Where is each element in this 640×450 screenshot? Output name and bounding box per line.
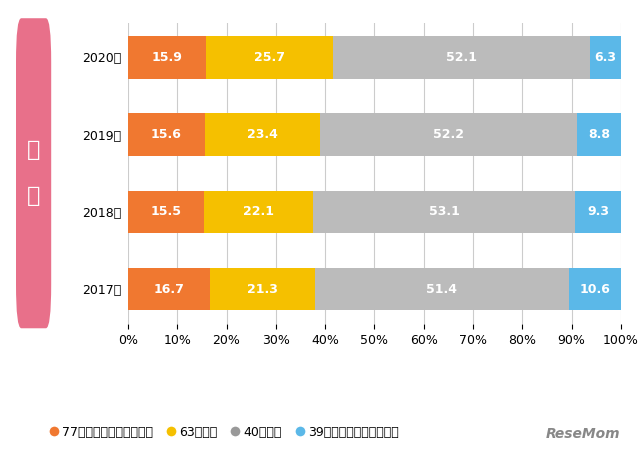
- Text: 52.2: 52.2: [433, 128, 464, 141]
- Text: 51.4: 51.4: [426, 283, 458, 296]
- Text: 6.3: 6.3: [595, 51, 616, 64]
- Bar: [314, 191, 575, 233]
- Bar: [575, 191, 621, 233]
- Text: 23.4: 23.4: [247, 128, 278, 141]
- Text: 21.3: 21.3: [247, 283, 278, 296]
- Legend: 77点以上（高ストレス）, 63点以上, 40点以上, 39点以下（低ストレス）: 77点以上（高ストレス）, 63点以上, 40点以上, 39点以下（低ストレス）: [45, 421, 404, 445]
- Text: 52.1: 52.1: [446, 51, 477, 64]
- Text: ReseMom: ReseMom: [546, 427, 621, 441]
- Text: 15.6: 15.6: [151, 128, 182, 141]
- Text: 16.7: 16.7: [154, 283, 184, 296]
- Bar: [128, 191, 204, 233]
- Bar: [577, 113, 621, 156]
- FancyBboxPatch shape: [16, 18, 51, 328]
- Bar: [128, 268, 211, 310]
- Bar: [333, 36, 589, 79]
- Bar: [320, 113, 577, 156]
- Bar: [316, 268, 568, 310]
- Bar: [128, 36, 206, 79]
- Bar: [128, 113, 205, 156]
- Text: 15.9: 15.9: [152, 51, 182, 64]
- Bar: [589, 36, 621, 79]
- Text: 9.3: 9.3: [587, 205, 609, 218]
- Bar: [206, 36, 333, 79]
- Text: 53.1: 53.1: [429, 205, 460, 218]
- Bar: [568, 268, 621, 310]
- Text: 15.5: 15.5: [150, 205, 182, 218]
- Bar: [211, 268, 316, 310]
- Text: 25.7: 25.7: [254, 51, 285, 64]
- Text: 8.8: 8.8: [588, 128, 610, 141]
- Text: 22.1: 22.1: [243, 205, 275, 218]
- Bar: [204, 191, 314, 233]
- Text: 女

性: 女 性: [27, 140, 40, 207]
- Text: 10.6: 10.6: [579, 283, 610, 296]
- Bar: [205, 113, 320, 156]
